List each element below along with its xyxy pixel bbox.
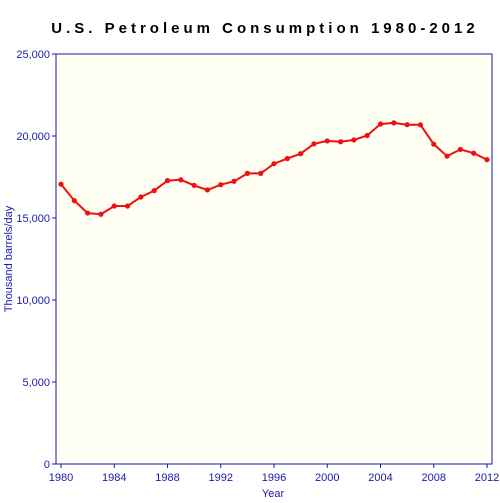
data-point — [258, 170, 264, 176]
x-tick-label: 2004 — [368, 472, 392, 484]
x-axis-ticks: 1980 1984 1988 1992 1996 2000 2004 2008 2012 — [49, 464, 499, 484]
data-point — [284, 156, 290, 162]
x-tick-label: 2008 — [422, 472, 446, 484]
x-tick-label: 1992 — [209, 472, 233, 484]
data-point — [351, 137, 357, 143]
y-tick-label: 10,000 — [16, 295, 50, 307]
x-tick-label: 1996 — [262, 472, 286, 484]
data-point — [231, 178, 237, 184]
data-point — [111, 203, 117, 209]
data-point — [218, 182, 224, 188]
data-point — [337, 139, 344, 145]
data-point — [484, 157, 490, 163]
y-tick-label: 5,000 — [22, 377, 50, 389]
x-axis-title: Year — [262, 488, 285, 500]
data-point — [324, 138, 330, 144]
data-point — [178, 177, 184, 183]
x-tick-label: 2012 — [475, 472, 499, 484]
plot-area — [55, 53, 493, 465]
data-point — [444, 153, 450, 159]
y-axis-title: Thousand barrels/day — [3, 205, 15, 312]
data-point — [471, 150, 477, 156]
data-point — [364, 132, 370, 139]
data-point — [164, 178, 171, 184]
data-point — [191, 182, 197, 188]
data-point — [271, 161, 277, 167]
data-point — [417, 122, 424, 128]
y-axis-ticks: 0 5,000 10,000 15,000 20,000 25,000 — [16, 49, 56, 471]
data-point — [124, 203, 131, 209]
data-point — [151, 188, 157, 194]
data-point — [298, 151, 304, 157]
x-tick-label: 1984 — [102, 472, 126, 484]
x-tick-label: 1988 — [155, 472, 179, 484]
data-point — [58, 181, 64, 187]
x-tick-label: 2000 — [315, 472, 339, 484]
data-point — [457, 146, 463, 153]
data-point — [431, 141, 437, 147]
y-tick-label: 0 — [44, 459, 50, 471]
y-tick-label: 25,000 — [16, 49, 50, 61]
data-point — [85, 210, 91, 216]
data-point — [244, 170, 250, 176]
chart-title: U.S. Petroleum Consumption 1980-2012 — [51, 20, 478, 37]
y-tick-label: 20,000 — [16, 131, 50, 143]
data-point — [391, 120, 397, 126]
x-tick-label: 1980 — [49, 472, 73, 484]
data-point — [404, 122, 410, 128]
y-tick-label: 15,000 — [16, 213, 50, 225]
data-point — [98, 211, 104, 217]
data-point — [71, 198, 77, 204]
data-point — [138, 194, 144, 200]
data-point — [204, 187, 211, 193]
data-point — [377, 121, 384, 127]
series-points — [58, 120, 490, 217]
data-point — [311, 141, 317, 147]
